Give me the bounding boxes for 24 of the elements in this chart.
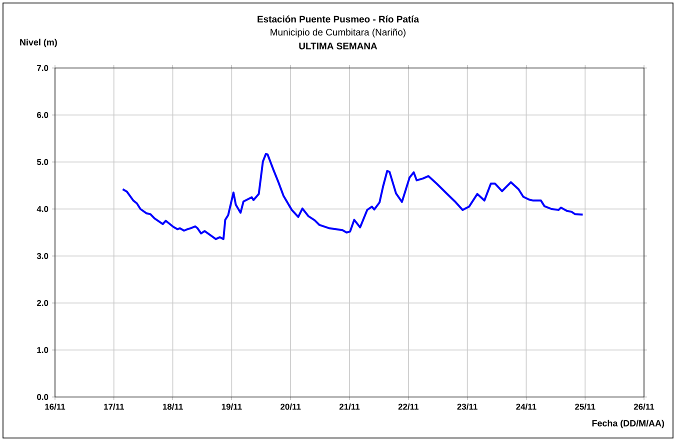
y-tick-label: 1.0 bbox=[37, 347, 48, 353]
x-axis-title: Fecha (DD/M/AA) bbox=[592, 420, 664, 428]
text: ULTIMA SEMANA bbox=[299, 42, 378, 50]
y-tick-label: 5.0 bbox=[36, 159, 48, 165]
x-tick-label: 21/11 bbox=[339, 404, 360, 410]
y-tick-label: 2.0 bbox=[37, 300, 48, 306]
x-tick-label: 23/11 bbox=[457, 404, 478, 410]
chart-title: Estación Puente Pusmeo - Río Patía bbox=[258, 15, 420, 23]
y-tick-label: 3.0 bbox=[36, 253, 48, 260]
x-tick-label: 17/11 bbox=[104, 404, 124, 410]
x-tick-label: 16/11 bbox=[45, 404, 66, 410]
y-tick-label: 0.0 bbox=[37, 394, 48, 400]
y-tick-label: 4.0 bbox=[36, 206, 48, 212]
x-tick-label: 22/11 bbox=[398, 404, 419, 410]
x-tick-label: 18/11 bbox=[162, 404, 183, 410]
x-tick-label: 26/11 bbox=[634, 404, 654, 410]
chart-subtitle: Municipio de Cumbitara (Nariño) bbox=[270, 28, 406, 38]
y-tick-label: 7.0 bbox=[37, 65, 48, 71]
x-tick-label: 25/11 bbox=[575, 404, 596, 410]
y-axis-title: Nivel (m) bbox=[20, 38, 57, 48]
y-tick-label: 6.0 bbox=[37, 112, 48, 118]
x-tick-label: 20/11 bbox=[280, 404, 301, 410]
x-tick-label: 19/11 bbox=[222, 404, 242, 410]
x-tick-label: 24/11 bbox=[516, 404, 536, 410]
